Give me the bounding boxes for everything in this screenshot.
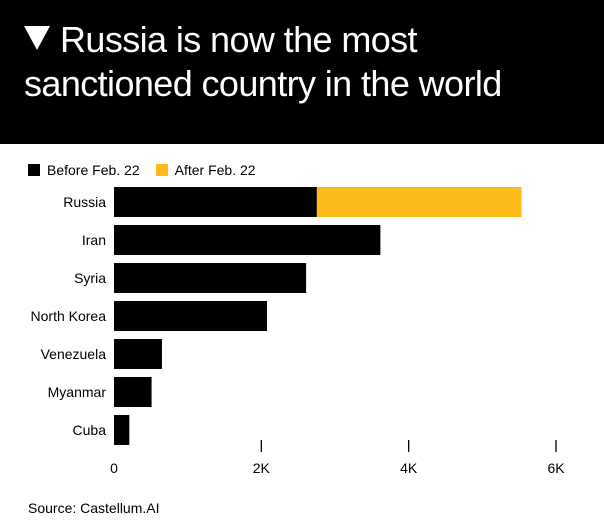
legend-swatch-before	[28, 164, 40, 176]
category-label-myanmar: Myanmar	[48, 384, 107, 400]
category-label-cuba: Cuba	[73, 422, 107, 438]
legend-label-before: Before Feb. 22	[47, 162, 140, 178]
bar-iran-before	[114, 225, 381, 255]
x-tick-label-1: 2K	[253, 460, 271, 476]
legend-label-after: After Feb. 22	[174, 162, 256, 178]
bar-myanmar-before	[114, 377, 152, 407]
source-note: Source: Castellum.AI	[28, 500, 160, 516]
legend-item-before: Before Feb. 22	[28, 162, 140, 178]
category-label-north-korea: North Korea	[31, 308, 107, 324]
chart-title: Russia is now the most sanctioned countr…	[24, 18, 594, 106]
bar-chart: Russia Iran Syria North Korea Venezuela Myanm…	[31, 187, 565, 476]
bar-russia-after	[316, 187, 522, 217]
category-label-iran: Iran	[82, 232, 106, 248]
down-triangle-icon	[24, 26, 50, 50]
category-label-venezuela: Venezuela	[41, 346, 107, 362]
bar-russia-before	[114, 187, 317, 217]
legend-swatch-after	[155, 164, 168, 176]
x-tick-label-0: 0	[110, 460, 118, 476]
bar-venezuela-before	[114, 339, 162, 369]
bar-cuba-before	[114, 415, 130, 445]
bar-north-korea-before	[114, 301, 268, 331]
chart-title-text: Russia is now the most sanctioned countr…	[24, 19, 502, 104]
x-tick-label-2: 4K	[400, 460, 418, 476]
legend: Before Feb. 22 After Feb. 22	[28, 160, 272, 180]
bar-syria-before	[114, 263, 307, 293]
category-label-russia: Russia	[63, 194, 106, 210]
x-tick-label-3: 6K	[547, 460, 565, 476]
header-banner: Russia is now the most sanctioned countr…	[0, 0, 604, 144]
category-label-syria: Syria	[74, 270, 106, 286]
legend-item-after: After Feb. 22	[155, 162, 256, 178]
